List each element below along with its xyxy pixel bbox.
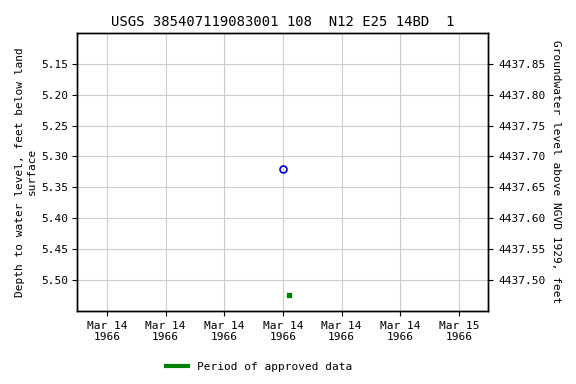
Y-axis label: Depth to water level, feet below land
surface: Depth to water level, feet below land su… [15,47,37,297]
Title: USGS 385407119083001 108  N12 E25 14BD  1: USGS 385407119083001 108 N12 E25 14BD 1 [111,15,454,29]
Y-axis label: Groundwater level above NGVD 1929, feet: Groundwater level above NGVD 1929, feet [551,40,561,303]
Legend: Period of approved data: Period of approved data [162,358,357,377]
